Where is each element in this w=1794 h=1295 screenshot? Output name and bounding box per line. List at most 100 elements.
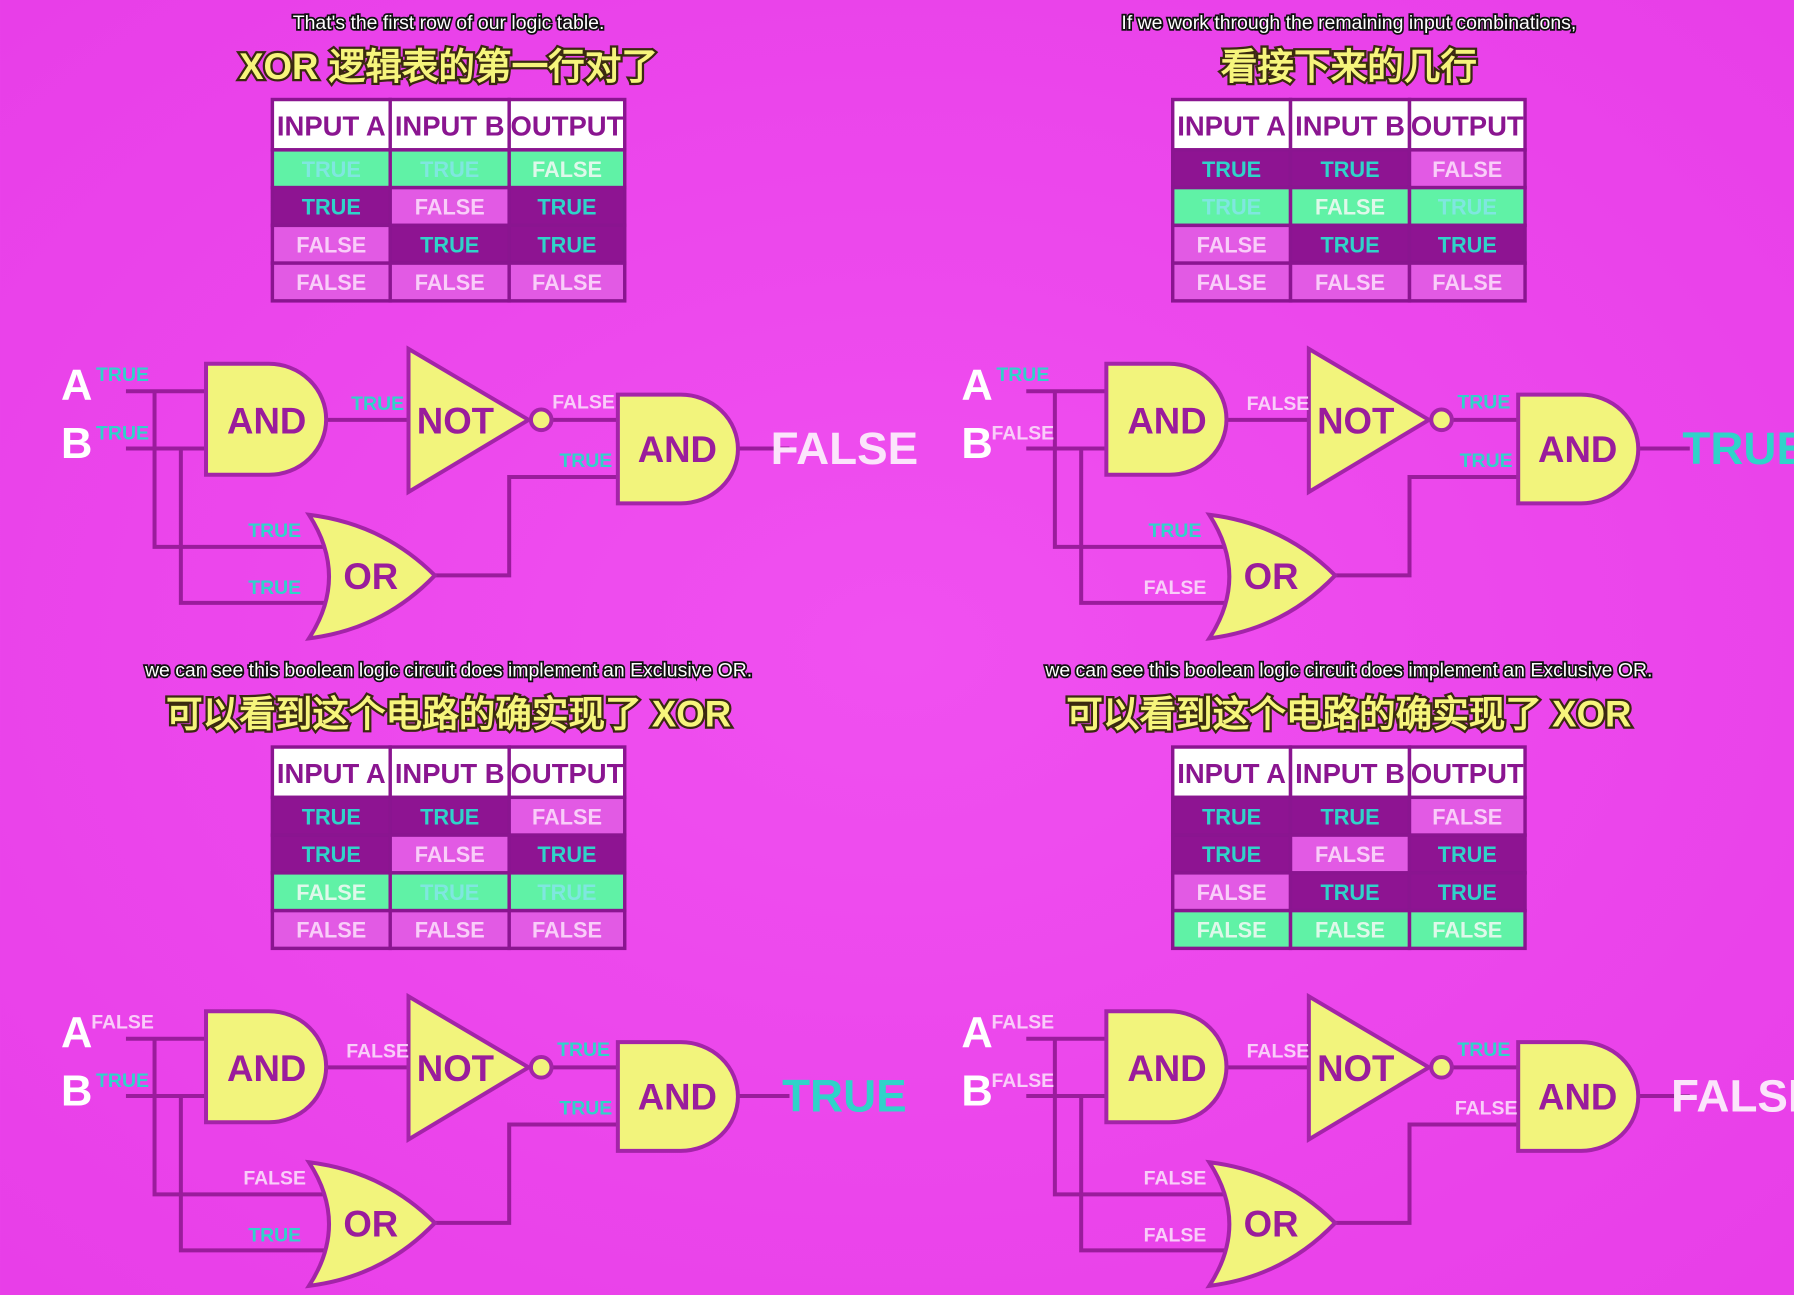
and-gate [204,1009,329,1125]
wire [178,1095,332,1253]
table-cell [270,148,392,190]
wire-label: FALSE [1144,1167,1207,1189]
circuit: AB AND NOT OR AND TRUE FALSE FALSE TRUE TRUE TRUE F… [961,345,1794,641]
cell-value: TRUE [537,232,596,257]
cell-value: FALSE [1315,918,1385,943]
cell-value: TRUE [1320,804,1379,829]
and-gate [615,1040,740,1153]
subtitle-zh: 可以看到这个电路的确实现了 XOR [1066,693,1631,734]
output-label: FALSE [771,423,918,474]
table-cell [1407,795,1527,837]
wire-label: FALSE [992,1070,1055,1092]
table-cell [388,908,511,951]
cell-value: FALSE [532,157,602,182]
header-label: INPUT B [395,758,505,789]
wire-label: TRUE [248,520,301,542]
output-label: TRUE [1682,423,1794,474]
cell-value: FALSE [1432,157,1502,182]
wire-label: TRUE [96,423,149,445]
cell-value: FALSE [415,195,485,220]
header-label: OUTPUT [511,110,624,141]
header-label: INPUT B [395,110,505,141]
input-letter: A [61,362,92,410]
header-cell [507,97,627,152]
table-cell [507,871,627,913]
cell-value: TRUE [302,804,361,829]
cell-value: FALSE [415,918,485,943]
cell-value: TRUE [302,842,361,867]
gate-label: NOT [417,400,494,441]
table-cell [270,185,392,228]
cell-value: TRUE [302,195,361,220]
gate-label: AND [227,1048,306,1089]
gate-label: AND [638,429,717,470]
circuit: AB AND NOT OR AND TRUE TRUE TRUE FALSE TRUE TRUE TR… [61,345,918,641]
panel: That's the first row of our logic table.… [61,10,918,641]
and-gate [1516,392,1641,506]
wire-label: FALSE [1144,577,1207,599]
truth-table: INPUT A INPUT B OUTPUT TRUE TRUE FALSE TRUE FAL… [270,745,627,951]
gate-label: NOT [1317,1048,1394,1089]
table-cell [388,833,511,875]
table-cell [1407,261,1527,303]
wire-label: FALSE [992,423,1055,445]
gate-label: AND [1127,400,1206,441]
and-gate [204,361,329,477]
cell-value: FALSE [296,232,366,257]
cell-value: FALSE [1315,270,1385,295]
table-cell [270,908,392,951]
cell-value: TRUE [1320,880,1379,905]
wire [1079,448,1233,605]
wire [1052,1038,1233,1197]
wire [152,1038,332,1197]
truth-table: INPUT A INPUT B OUTPUT TRUE TRUE FALSE TRUE FAL… [1170,97,1527,303]
cell-value: FALSE [296,270,366,295]
wire-label: TRUE [1457,392,1510,414]
wire-label: FALSE [243,1167,306,1189]
or-gate [1205,512,1338,641]
cell-value: TRUE [420,157,479,182]
wire-label: FALSE [91,1012,154,1034]
subtitle-zh: XOR 逻辑表的第一行对了 [239,46,658,87]
wire [1335,1122,1519,1225]
table-cell [507,908,627,951]
gate-label: AND [638,1077,717,1118]
table-cell [1170,833,1293,875]
header-label: OUTPUT [1411,758,1524,789]
wire-label: TRUE [96,364,149,386]
wire-label: TRUE [351,393,404,415]
subtitle-en: If we work through the remaining input c… [1121,12,1576,34]
input-letter: A [61,1009,92,1057]
table-cell [1407,908,1527,951]
circuit: AB AND NOT OR AND FALSE TRUE FALSE TRUE TRUE FALSE… [61,992,907,1289]
wire [178,448,332,605]
output-label: TRUE [782,1070,907,1121]
and-gate [1104,361,1229,477]
header-label: INPUT B [1295,110,1405,141]
cell-value: TRUE [1320,232,1379,257]
table-cell [507,795,627,837]
and-gate [1516,1040,1641,1153]
subtitle-en: we can see this boolean logic circuit do… [144,659,752,681]
cell-value: TRUE [1438,195,1497,220]
cell-value: FALSE [532,270,602,295]
wire-label: FALSE [1455,1098,1518,1120]
truth-table: INPUT A INPUT B OUTPUT TRUE TRUE FALSE TRUE FAL… [1170,745,1527,951]
table-cell [507,185,627,228]
wire [434,1122,618,1225]
wire-label: TRUE [996,364,1049,386]
wire-label: TRUE [1460,450,1513,472]
cell-value: TRUE [1438,880,1497,905]
cell-value: FALSE [415,270,485,295]
cell-value: FALSE [1432,918,1502,943]
header-cell [388,745,511,800]
wire-label: TRUE [248,577,301,599]
header-label: INPUT A [1177,758,1286,789]
cell-value: FALSE [1197,232,1267,257]
cell-value: TRUE [1202,157,1261,182]
and-gate [615,392,740,506]
circuit: AB AND NOT OR AND FALSE FALSE FALSE TRUE FALSE FAL… [961,992,1794,1289]
truth-table: INPUT A INPUT B OUTPUT TRUE TRUE FALSE TRUE FAL… [270,97,627,303]
not-gate [1306,992,1433,1143]
wire [1079,1095,1233,1253]
